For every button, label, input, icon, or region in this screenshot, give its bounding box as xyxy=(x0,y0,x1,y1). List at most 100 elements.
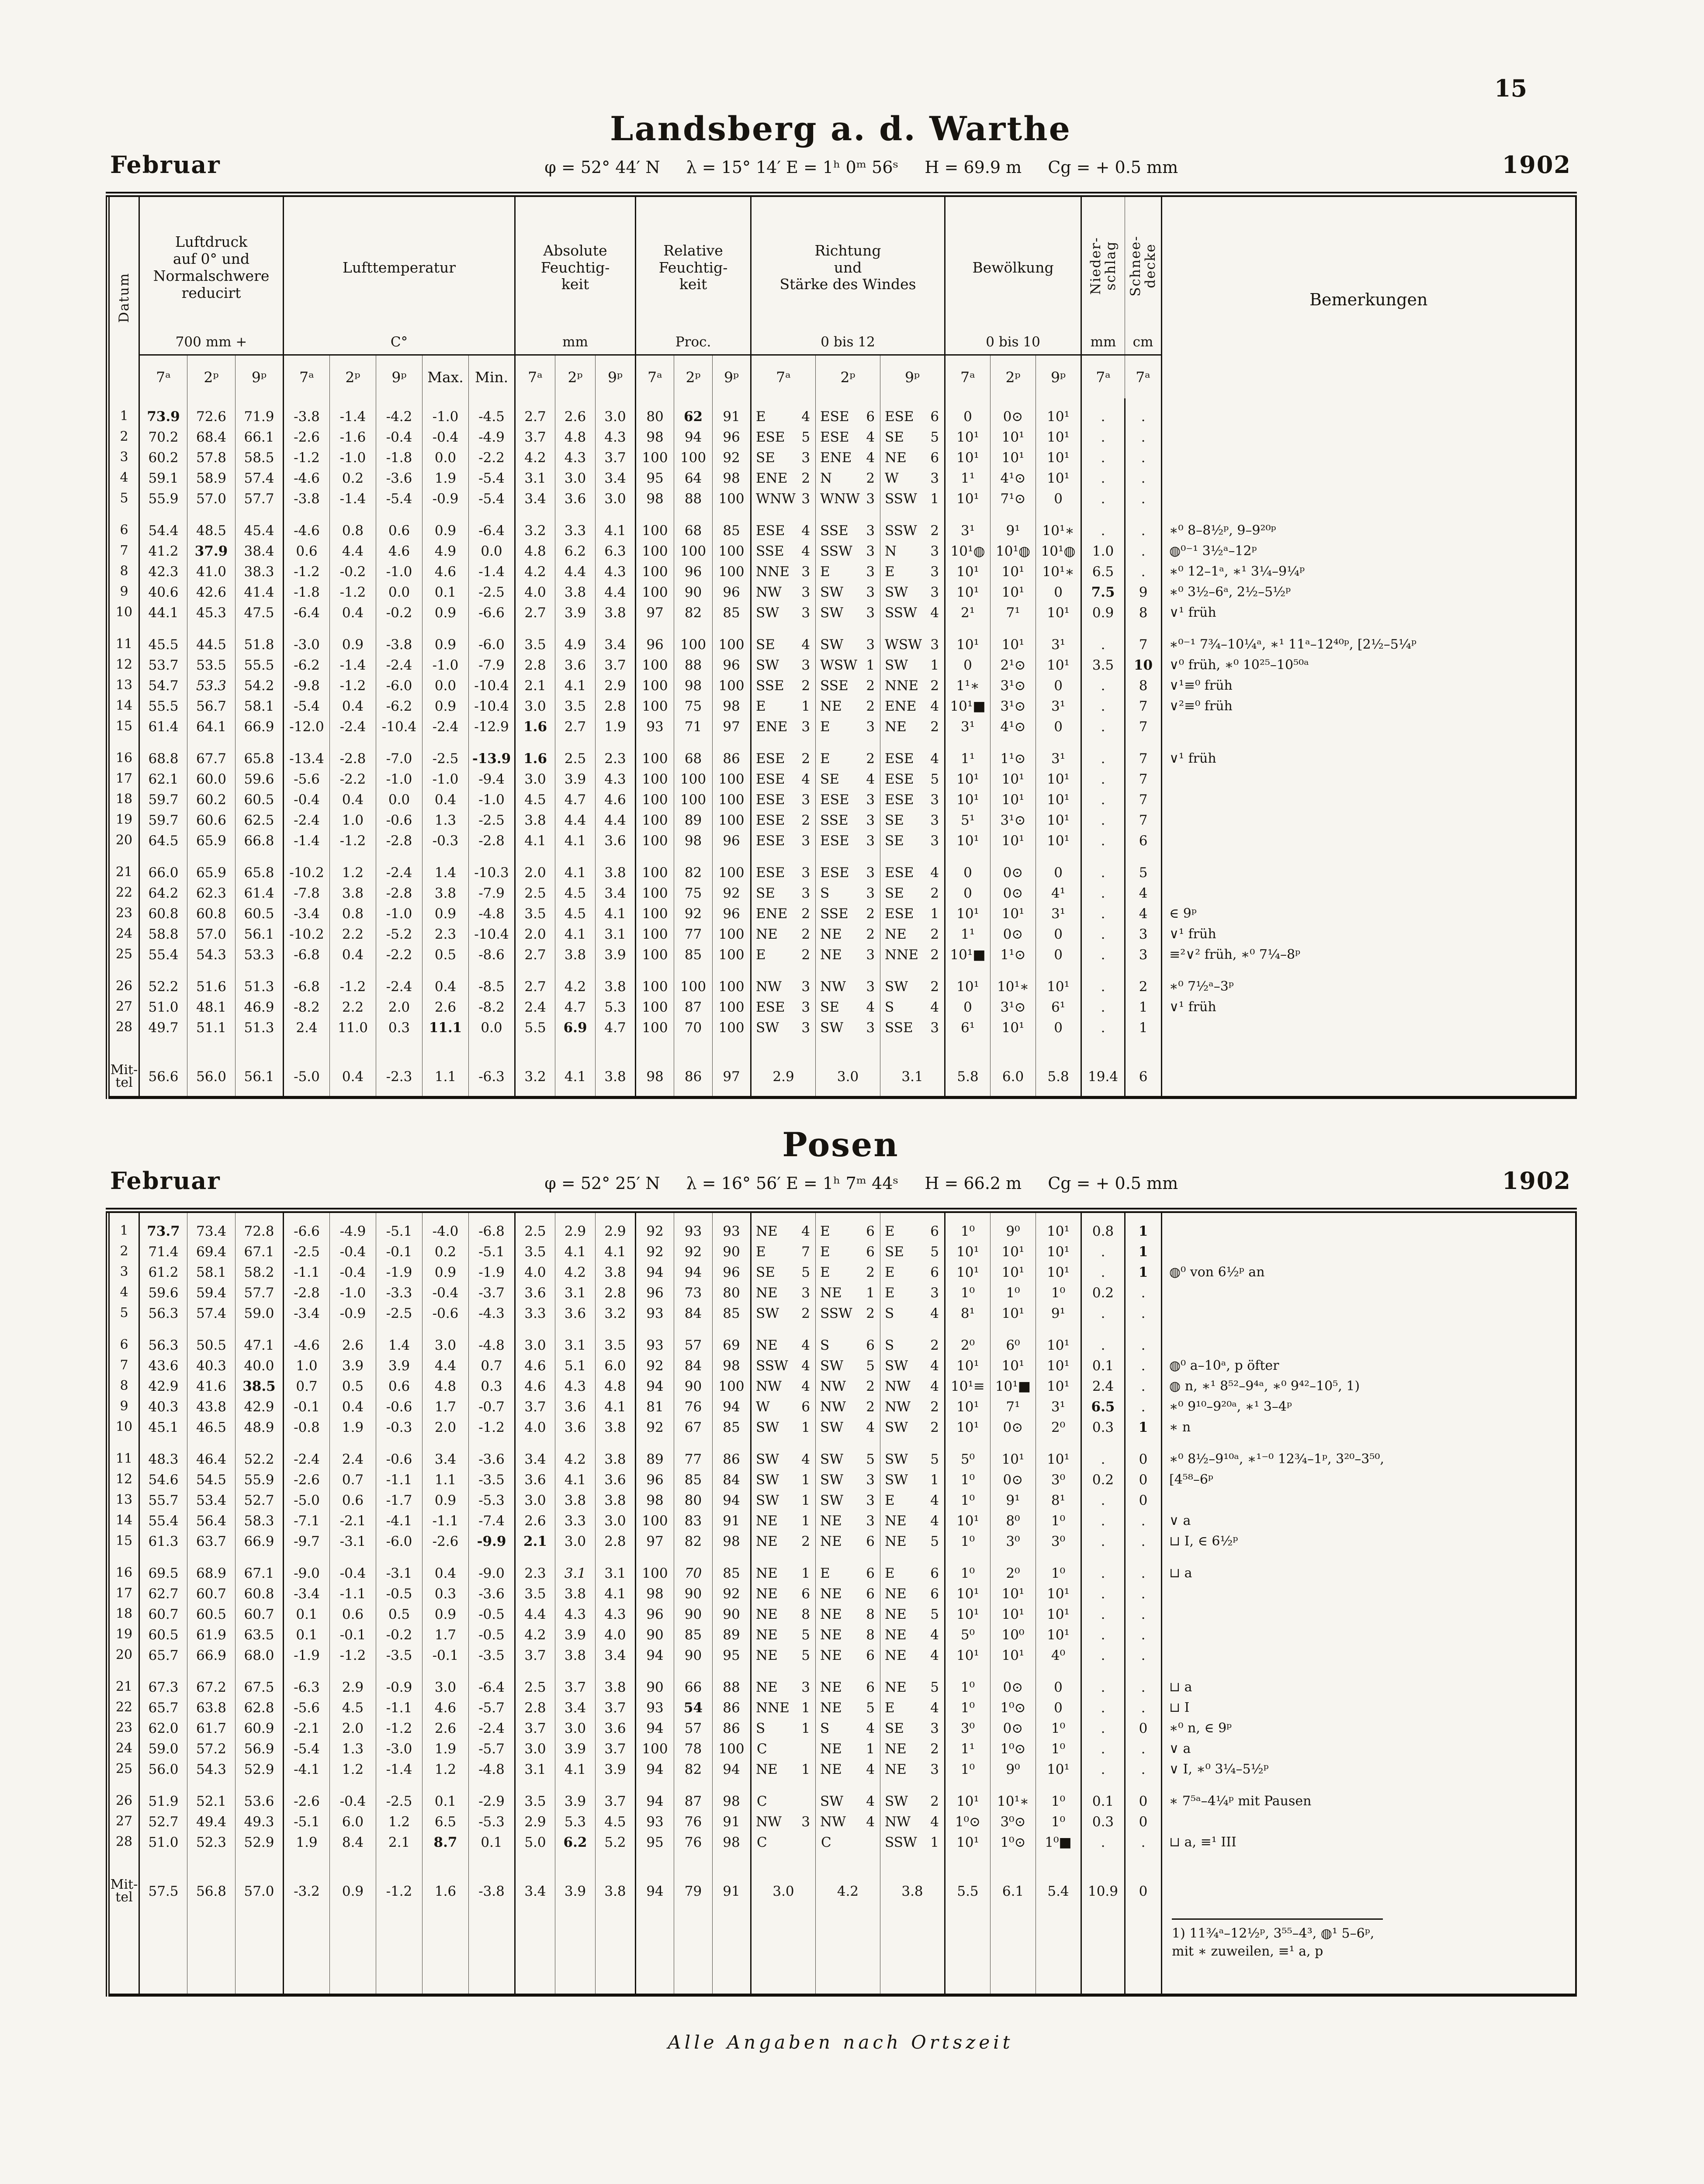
cell-niederschlag: 0.8 xyxy=(1081,1210,1126,1241)
cell-absfeucht-9p: 3.9 xyxy=(595,944,637,965)
cell-temp-9p: -0.1 xyxy=(376,1241,423,1262)
cell-luftdruck-9p: 46.9 xyxy=(235,997,284,1017)
cell-schneedecke: . xyxy=(1125,1282,1162,1303)
cell-niederschlag: 1.0 xyxy=(1081,541,1126,561)
cell-bewoelkung-7a: 1⁰ xyxy=(945,1697,991,1718)
cell-temp-2p: -0.2 xyxy=(329,561,376,582)
cell-temp-7a: 1.9 xyxy=(283,1832,330,1852)
cell-bemerkungen: ⊔ a xyxy=(1161,1552,1576,1583)
cell-luftdruck-9p: 67.1 xyxy=(235,1241,284,1262)
cell-bewoelkung-9p: 10¹ xyxy=(1036,1438,1082,1469)
cell-luftdruck-2p: 51.6 xyxy=(187,965,236,997)
cell-niederschlag: . xyxy=(1081,1697,1126,1718)
cell-bemerkungen: ∨ a xyxy=(1161,1738,1576,1759)
cell-absfeucht-2p: 4.1 xyxy=(555,1241,596,1262)
cell-wind-7a: C xyxy=(751,1780,816,1811)
cell-wind-2p: SW 5 xyxy=(815,1438,880,1469)
cell-temp-2p: -0.1 xyxy=(329,1624,376,1645)
cell-wind-7a: SSW 4 xyxy=(751,1355,816,1376)
cell-temp-2p: 0.4 xyxy=(329,1396,376,1417)
cell-luftdruck-9p: 51.3 xyxy=(235,965,284,997)
cell-temp-9p: -10.4 xyxy=(376,716,423,737)
cell-bewoelkung-2p: 10¹ xyxy=(990,1438,1036,1469)
cell-luftdruck-9p: 60.5 xyxy=(235,789,284,810)
cell-luftdruck-9p: 58.2 xyxy=(235,1262,284,1282)
cell-datum: 6 xyxy=(107,1324,140,1355)
cell-absfeucht-2p: 4.1 xyxy=(555,675,596,696)
cell-niederschlag: . xyxy=(1081,903,1126,924)
cell-relfeucht-2p: 75 xyxy=(674,883,713,903)
cell-relfeucht-2p: 57 xyxy=(674,1324,713,1355)
cell-bemerkungen xyxy=(1161,488,1576,509)
cell-temp-min xyxy=(468,1911,516,1995)
cell-relfeucht-7a: 100 xyxy=(635,675,675,696)
cell-temp-9p: -2.8 xyxy=(376,883,423,903)
cell-temp-min: -2.2 xyxy=(468,447,516,468)
cell-luftdruck-9p: 51.3 xyxy=(235,1017,284,1038)
cell-luftdruck-9p: 57.7 xyxy=(235,1282,284,1303)
cell-schneedecke: . xyxy=(1125,1376,1162,1396)
cell-luftdruck-2p: 60.2 xyxy=(187,789,236,810)
cell-bewoelkung-7a: 10¹ xyxy=(945,1583,991,1604)
cell-bewoelkung-7a: 0 xyxy=(945,851,991,883)
cell-datum: 25 xyxy=(107,944,140,965)
cell-temp-9p: -2.5 xyxy=(376,1303,423,1324)
cell-schneedecke: 7 xyxy=(1125,810,1163,830)
cell-bewoelkung-9p: 0 xyxy=(1036,488,1082,509)
cell-relfeucht-9p: 96 xyxy=(712,655,752,675)
cell-relfeucht-9p: 85 xyxy=(712,1417,752,1438)
cell-absfeucht-9p: 3.7 xyxy=(595,1780,636,1811)
cell-luftdruck-9p: 52.7 xyxy=(235,1490,284,1510)
cell-relfeucht-2p: 73 xyxy=(674,1282,713,1303)
cell-temp-9p: 2.0 xyxy=(376,997,423,1017)
cell-wind-7a: SW 1 xyxy=(751,1469,816,1490)
cell-luftdruck-7a: 55.4 xyxy=(139,944,187,965)
cell-luftdruck-7a xyxy=(139,1911,187,1995)
cell-absfeucht-2p: 6.2 xyxy=(555,541,596,561)
cell-absfeucht-7a: 3.6 xyxy=(515,1282,555,1303)
cell-wind-2p: NE 3 xyxy=(815,944,881,965)
cell-wind-7a: ESE 3 xyxy=(751,997,816,1017)
sub-7a: 7ᵃ xyxy=(635,354,675,398)
cell-luftdruck-9p: 49.3 xyxy=(235,1811,284,1832)
cell-absfeucht-2p: 3.7 xyxy=(555,1666,596,1697)
cell-wind-7a: ENE 2 xyxy=(751,468,816,488)
cell-temp-min: -3.7 xyxy=(468,1282,516,1303)
cell-niederschlag: 2.4 xyxy=(1081,1376,1126,1396)
cell-schneedecke: . xyxy=(1125,1697,1162,1718)
table-row: 2 70.2 68.4 66.1 -2.6 -1.6 -0.4 -0.4 -4.9 3.7 4.8 4… xyxy=(107,427,1576,447)
table-header: Datum Luftdruck auf 0° und Normalschwere… xyxy=(107,194,1576,398)
cell-bewoelkung-7a: 10¹≡ xyxy=(945,1376,991,1396)
cell-bewoelkung-9p: 3⁰ xyxy=(1036,1469,1082,1490)
page-footer: Alle Angaben nach Ortszeit xyxy=(668,2032,1014,2053)
cell-wind-2p: SW 3 xyxy=(815,602,881,623)
cell-relfeucht-2p: 68 xyxy=(674,509,713,541)
cell-bewoelkung-9p: 1⁰ xyxy=(1036,1718,1082,1738)
cell-absfeucht-7a: 3.4 xyxy=(515,488,556,509)
cell-bemerkungen: ∨⁰ früh, ∗⁰ 10²⁵–10⁵⁰ᵃ xyxy=(1161,655,1576,675)
cell-relfeucht-9p: 91 xyxy=(712,1852,752,1911)
table-row: 7 43.6 40.3 40.0 1.0 3.9 3.9 4.4 0.7 4.6 5.1 6.0 92 8… xyxy=(107,1355,1576,1376)
cell-absfeucht-2p: 4.2 xyxy=(555,965,596,997)
cell-bemerkungen: ∗⁰ 9¹⁰–9²⁰ᵃ, ∗¹ 3–4ᵖ xyxy=(1161,1396,1576,1417)
cell-temp-7a: -0.4 xyxy=(283,789,330,810)
cell-temp-7a: -5.0 xyxy=(283,1038,330,1098)
cell-wind-9p: SW 1 xyxy=(880,1469,946,1490)
cell-absfeucht-2p: 3.9 xyxy=(555,1738,596,1759)
cell-luftdruck-9p: 38.5 xyxy=(235,1376,284,1396)
cell-luftdruck-2p: 50.5 xyxy=(187,1324,236,1355)
cell-temp-2p: -1.2 xyxy=(329,675,376,696)
cell-schneedecke: 1 xyxy=(1125,1210,1162,1241)
cell-bemerkungen: ∗⁰ 8–8½ᵖ, 9–9²⁰ᵖ xyxy=(1161,509,1576,541)
sub-2p: 2ᵖ xyxy=(990,354,1036,398)
colgroup-bewoelkung: Bewölkung 0 bis 10 xyxy=(945,194,1082,355)
cell-bewoelkung-2p: 10¹ xyxy=(990,1645,1036,1666)
cell-wind-2p xyxy=(815,1911,880,1995)
cell-absfeucht-2p: 3.1 xyxy=(555,1552,596,1583)
cell-absfeucht-9p: 3.8 xyxy=(595,1852,636,1911)
cell-luftdruck-2p: 68.4 xyxy=(187,427,236,447)
cell-temp-9p: 0.0 xyxy=(376,582,423,602)
cell-niederschlag: . xyxy=(1081,1017,1126,1038)
cell-relfeucht-9p: 88 xyxy=(712,1666,752,1697)
